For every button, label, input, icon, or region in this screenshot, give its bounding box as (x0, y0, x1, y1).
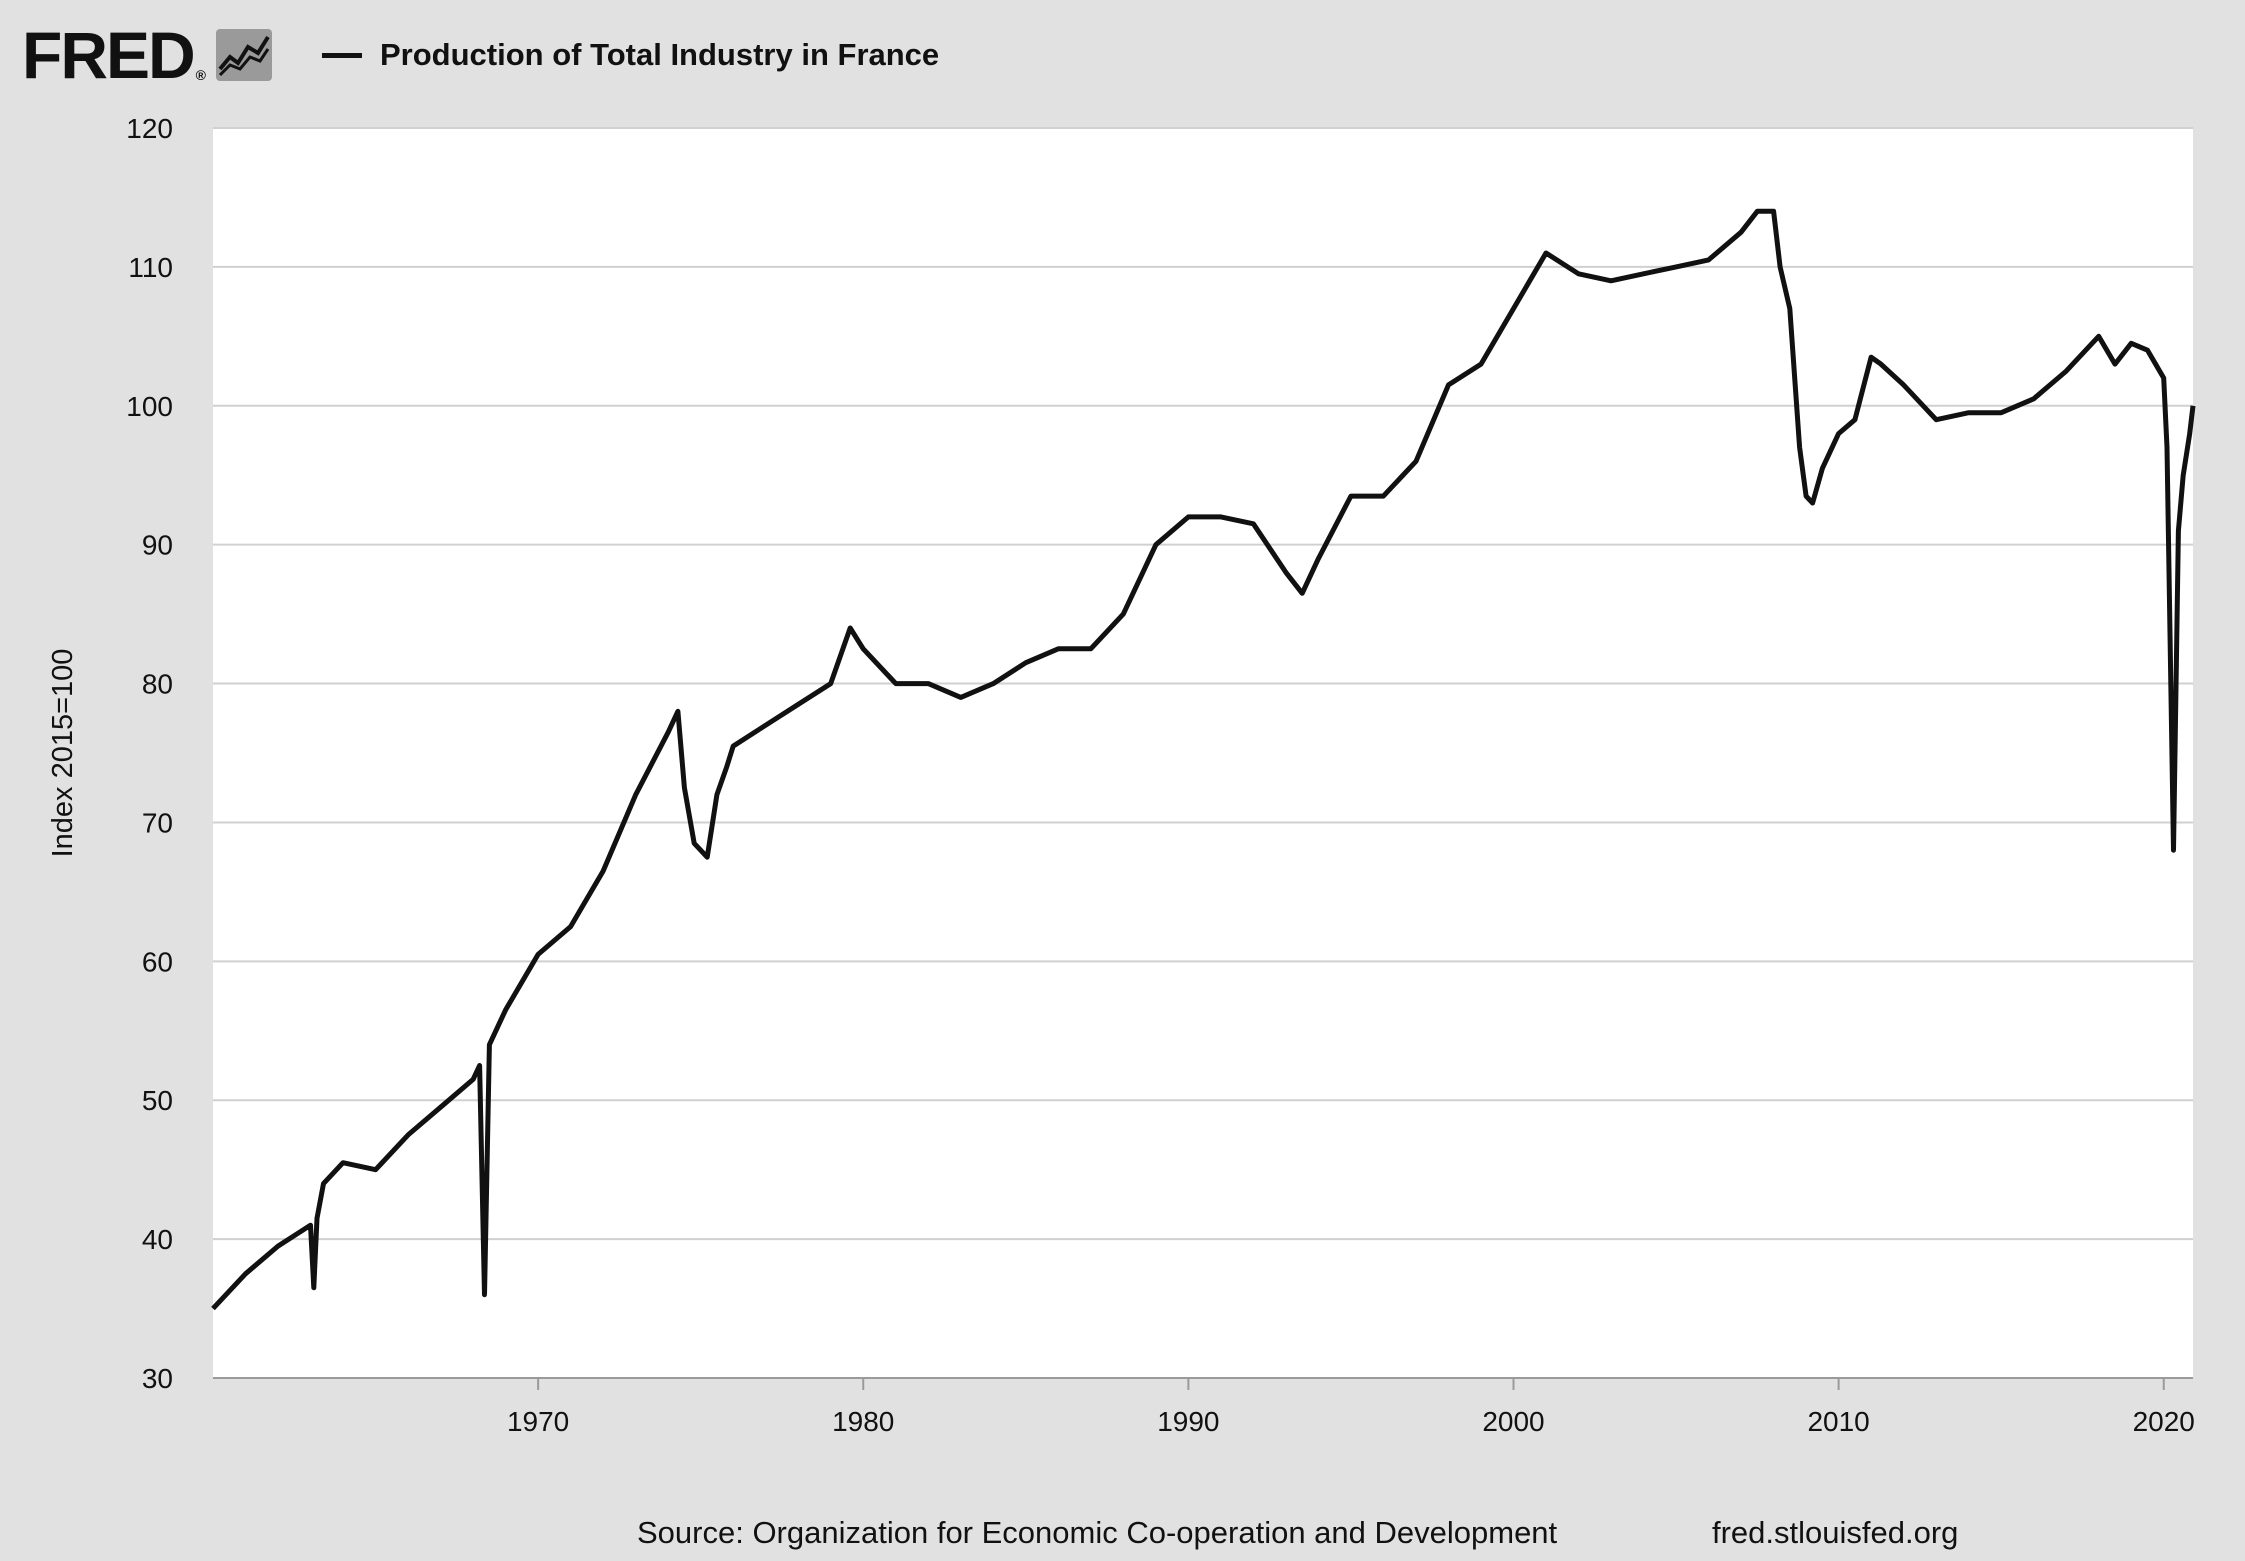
y-tick-label-60: 60 (142, 946, 173, 977)
y-tick-label-50: 50 (142, 1085, 173, 1116)
y-axis-ticks: 30 40 50 60 70 80 90 100 110 120 (126, 113, 173, 1394)
y-tick-label-70: 70 (142, 807, 173, 838)
source-note: Source: Organization for Economic Co-ope… (637, 1515, 1558, 1550)
series-line-production-total-industry-france (211, 208, 2196, 1311)
y-tick-label-40: 40 (142, 1224, 173, 1255)
x-tick-label-1970: 1970 (507, 1406, 569, 1437)
site-link[interactable]: fred.stlouisfed.org (1712, 1515, 1959, 1550)
y-tick-label-80: 80 (142, 669, 173, 700)
x-tick-label-1990: 1990 (1157, 1406, 1219, 1437)
fred-logo[interactable]: FRED ® (22, 20, 272, 90)
y-tick-label-100: 100 (126, 391, 173, 422)
y-tick-label-120: 120 (126, 113, 173, 144)
fred-logo-text: FRED (22, 18, 196, 92)
y-tick-label-90: 90 (142, 530, 173, 561)
chart-legend: Production of Total Industry in France (322, 20, 939, 90)
y-tick-label-110: 110 (128, 252, 173, 283)
plot-area (213, 128, 2193, 1378)
x-tick-label-2020: 2020 (2133, 1406, 2195, 1437)
gridlines (213, 127, 2193, 1379)
y-tick-label-30: 30 (142, 1363, 173, 1394)
registered-mark: ® (195, 67, 206, 83)
chart-header: FRED ® Production of Total Industry in F… (22, 20, 1222, 90)
x-tick-label-1980: 1980 (832, 1406, 894, 1437)
x-tick-label-2000: 2000 (1482, 1406, 1544, 1437)
legend-label: Production of Total Industry in France (380, 37, 940, 72)
x-axis-ticks: 1970 1980 1990 2000 2010 2020 (507, 1378, 2195, 1437)
line-chart-icon (216, 29, 272, 81)
y-axis-title: Index 2015=100 (47, 649, 79, 858)
legend-swatch (322, 52, 362, 58)
x-tick-label-2010: 2010 (1807, 1406, 1869, 1437)
